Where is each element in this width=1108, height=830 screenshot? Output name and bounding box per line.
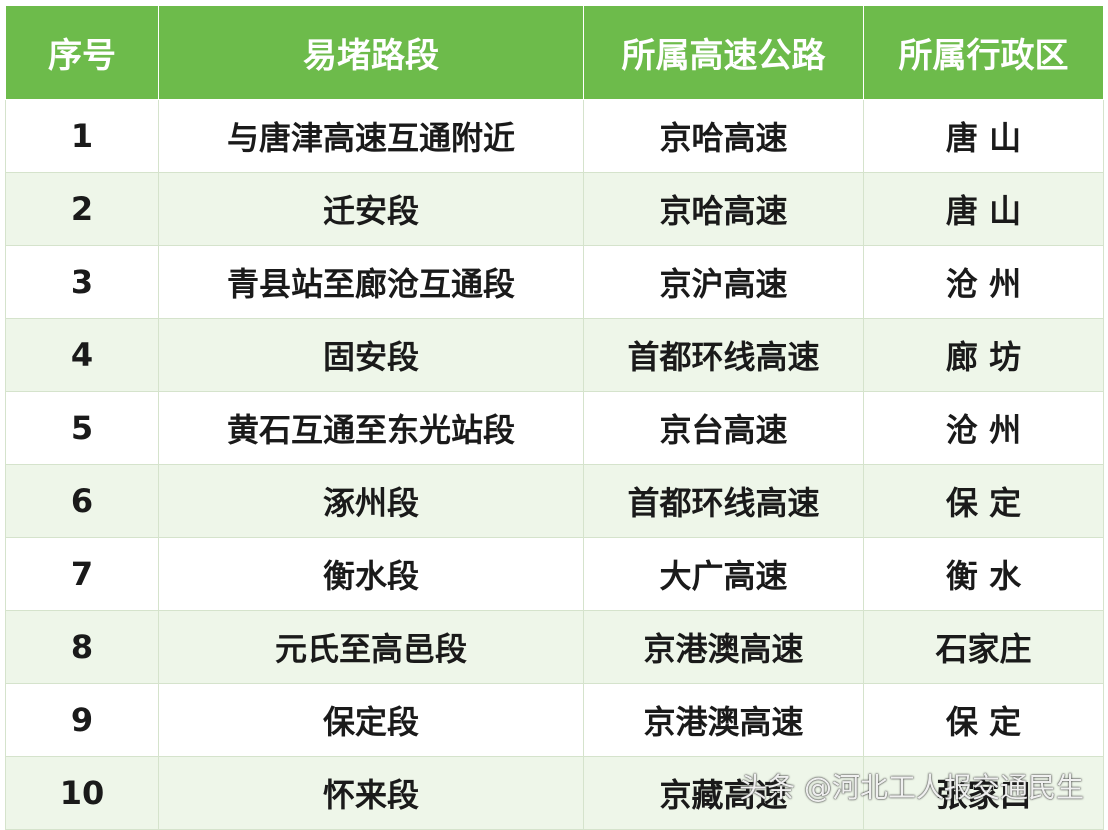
table-cell: 元氏至高邑段	[158, 610, 584, 684]
table-cell: 5	[5, 391, 159, 465]
table-cell: 9	[5, 683, 159, 757]
table-cell: 京沪高速	[583, 245, 864, 319]
table-cell: 京港澳高速	[583, 683, 864, 757]
table-cell: 固安段	[158, 318, 584, 392]
table-cell: 涿州段	[158, 464, 584, 538]
table-cell: 保 定	[863, 464, 1104, 538]
header-row: 序号 易堵路段 所属高速公路 所属行政区	[5, 5, 1104, 100]
table-row: 9 保定段 京港澳高速保 定	[5, 683, 1104, 757]
table-cell: 保定段	[158, 683, 584, 757]
table-row: 3 青县站至廊沧互通段 京沪高速沧 州	[5, 245, 1104, 319]
table-row: 8 元氏至高邑段 京港澳高速 石家庄	[5, 610, 1104, 684]
table-body: 1 与唐津高速互通附近 京哈高速唐 山 2 迁安段 京哈高速唐 山 3 青县站至廊沧互通段 京沪…	[5, 99, 1104, 830]
table: 序号 易堵路段 所属高速公路 所属行政区 1 与唐津高速互通附近 京哈高速唐 山 2 迁安段京…	[5, 5, 1104, 830]
header-cell: 序号	[5, 5, 159, 100]
table-cell: 6	[5, 464, 159, 538]
table-row: 6 涿州段 首都环线高速保 定	[5, 464, 1104, 538]
table-cell: 4	[5, 318, 159, 392]
table-cell: 大广高速	[583, 537, 864, 611]
table-cell: 2	[5, 172, 159, 246]
table-cell: 8	[5, 610, 159, 684]
table-cell: 怀来段	[158, 756, 584, 830]
table-row: 7 衡水段 大广高速衡 水	[5, 537, 1104, 611]
table-cell: 沧 州	[863, 245, 1104, 319]
table-row: 4 固安段 首都环线高速廊 坊	[5, 318, 1104, 392]
table-cell: 京港澳高速	[583, 610, 864, 684]
table-cell: 首都环线高速	[583, 464, 864, 538]
table-cell: 青县站至廊沧互通段	[158, 245, 584, 319]
table-cell: 京哈高速	[583, 99, 864, 173]
table-cell: 廊 坊	[863, 318, 1104, 392]
table-cell: 京哈高速	[583, 172, 864, 246]
table-cell: 黄石互通至东光站段	[158, 391, 584, 465]
header-cell: 易堵路段	[158, 5, 584, 100]
table-cell: 唐 山	[863, 172, 1104, 246]
table-cell: 与唐津高速互通附近	[158, 99, 584, 173]
table-cell: 石家庄	[863, 610, 1104, 684]
table-cell: 京台高速	[583, 391, 864, 465]
table-row: 1 与唐津高速互通附近 京哈高速唐 山	[5, 99, 1104, 173]
table-row: 10 怀来段 京藏高速 张家口	[5, 756, 1104, 830]
table-cell: 衡水段	[158, 537, 584, 611]
table-cell: 10	[5, 756, 159, 830]
header-cell: 所属高速公路	[583, 5, 864, 100]
table-cell: 唐 山	[863, 99, 1104, 173]
table-cell: 3	[5, 245, 159, 319]
table-cell: 迁安段	[158, 172, 584, 246]
table-cell: 1	[5, 99, 159, 173]
header-cell: 所属行政区	[863, 5, 1104, 100]
table-cell: 衡 水	[863, 537, 1104, 611]
table-cell: 张家口	[863, 756, 1104, 830]
table-cell: 7	[5, 537, 159, 611]
table-row: 2 迁安段 京哈高速唐 山	[5, 172, 1104, 246]
table-row: 5 黄石互通至东光站段 京台高速沧 州	[5, 391, 1104, 465]
watermark: 头条 @河北工人报交通民生	[739, 771, 1084, 804]
table-cell: 沧 州	[863, 391, 1104, 465]
table-cell: 保 定	[863, 683, 1104, 757]
table-cell: 首都环线高速	[583, 318, 864, 392]
